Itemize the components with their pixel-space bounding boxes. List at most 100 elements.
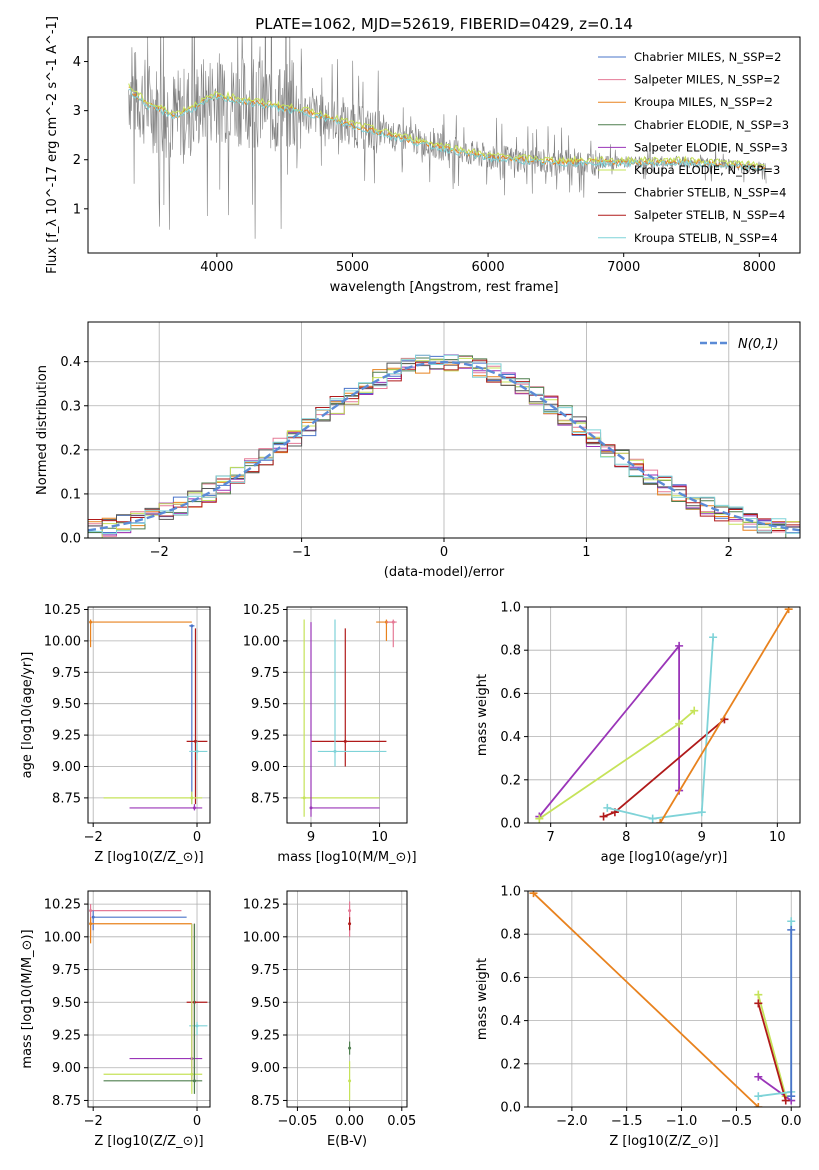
y-tick-label: 10.00 bbox=[243, 930, 280, 945]
age_vs_Z-plot-area bbox=[88, 607, 210, 823]
weight_vs_Z-plot-area bbox=[528, 891, 800, 1107]
data-point bbox=[754, 1092, 763, 1101]
data-point bbox=[192, 806, 196, 810]
age-vs-mass-panel: 9 10 8.75 9.00 9.25 9.50 9.75 10.00 10.25 mass [l… bbox=[243, 603, 417, 865]
x-axis-label: Z [log10(Z/Z_⊙)] bbox=[609, 1134, 718, 1149]
y-tick-label: 9.50 bbox=[251, 996, 280, 1011]
data-point bbox=[754, 1072, 763, 1081]
legend-entry: N(0,1) bbox=[738, 337, 779, 352]
data-point bbox=[603, 803, 612, 812]
data-point bbox=[529, 891, 538, 898]
data-point bbox=[348, 909, 352, 913]
y-tick-label: 0.1 bbox=[60, 487, 81, 502]
data-point bbox=[675, 641, 684, 650]
data-point bbox=[343, 739, 347, 743]
x-tick-label: 0 bbox=[440, 545, 448, 560]
x-axis-label: E(B-V) bbox=[327, 1134, 367, 1149]
x-tick-label: 8000 bbox=[743, 260, 776, 275]
weight_vs_Z-axes-frame bbox=[527, 890, 801, 1108]
x-tick-label: 9 bbox=[698, 830, 706, 845]
y-tick-label: 9.75 bbox=[251, 666, 280, 681]
data-point bbox=[195, 1024, 199, 1028]
legend-entry: Chabrier STELIB, N_SSP=4 bbox=[634, 186, 786, 200]
y-tick-label: 0.4 bbox=[60, 355, 81, 370]
mass_vs_EBV-axes-frame bbox=[286, 890, 408, 1108]
legend-entry: Kroupa ELODIE, N_SSP=3 bbox=[634, 163, 780, 177]
y-tick-label: 1.0 bbox=[500, 885, 521, 900]
x-tick-label: 0 bbox=[193, 830, 201, 845]
data-point bbox=[190, 1072, 194, 1076]
x-axis-label: Z [log10(Z/Z_⊙)] bbox=[94, 850, 203, 865]
x-tick-label: 9 bbox=[307, 830, 315, 845]
x-tick-label: 7 bbox=[547, 830, 555, 845]
y-tick-label: 9.25 bbox=[251, 1029, 280, 1044]
data-point bbox=[91, 915, 95, 919]
data-point bbox=[599, 812, 608, 821]
data-point bbox=[754, 990, 763, 999]
y-tick-label: 0.2 bbox=[60, 443, 81, 458]
y-tick-label: 9.75 bbox=[52, 963, 81, 978]
y-tick-label: 3 bbox=[73, 104, 81, 119]
y-tick-label: 9.25 bbox=[52, 729, 81, 744]
mass_vs_Z-axes-frame bbox=[87, 890, 211, 1108]
y-tick-label: 0.4 bbox=[500, 730, 521, 745]
x-tick-label: −1.5 bbox=[611, 1114, 643, 1129]
legend-entry: Kroupa STELIB, N_SSP=4 bbox=[634, 231, 778, 245]
weight-vs-Z-panel: −2.0 −1.5 −1.0 −0.5 0.0 0.0 0.2 0.4 0.6 0.8 1.0 Z [… bbox=[475, 885, 802, 1150]
data-point bbox=[697, 808, 706, 817]
age_vs_Z-axes-frame bbox=[87, 606, 211, 824]
y-tick-label: 8.75 bbox=[251, 1094, 280, 1109]
weight_vs_age-axes-frame bbox=[527, 606, 801, 824]
y-tick-label: 0.3 bbox=[60, 399, 81, 414]
spectrum-plot-area bbox=[128, 37, 767, 239]
mass-vs-Z-panel: −2 0 8.75 9.00 9.25 9.50 9.75 10.00 10.25 Z [log1… bbox=[20, 890, 211, 1149]
x-tick-label: 0 bbox=[193, 1114, 201, 1129]
y-tick-label: 9.25 bbox=[52, 1029, 81, 1044]
x-axis-label: (data-model)/error bbox=[384, 565, 505, 580]
model-spectrum-line bbox=[128, 88, 766, 172]
y-tick-label: 10.00 bbox=[243, 634, 280, 649]
data-point bbox=[709, 633, 718, 642]
x-tick-label: −1.0 bbox=[666, 1114, 698, 1129]
x-tick-label: −0.05 bbox=[278, 1114, 318, 1129]
data-point bbox=[787, 1092, 796, 1101]
x-axis-label: Z [log10(Z/Z_⊙)] bbox=[94, 1134, 203, 1149]
weight-line bbox=[532, 892, 759, 1107]
y-tick-label: 9.00 bbox=[52, 1061, 81, 1076]
x-tick-label: −1 bbox=[292, 545, 311, 560]
y-axis-label: Flux [f_λ 10^-17 erg cm^-2 s^-1 A^-1] bbox=[45, 16, 60, 274]
legend-entry: Kroupa MILES, N_SSP=2 bbox=[634, 95, 773, 109]
weight-line bbox=[758, 921, 793, 1098]
residual-histogram-line bbox=[88, 359, 800, 531]
x-axis-label: wavelength [Angstrom, rest frame] bbox=[330, 280, 559, 295]
age-vs-Z-panel: −2 0 8.75 9.00 9.25 9.50 9.75 10.00 10.25 Z [log1… bbox=[20, 603, 211, 865]
data-point bbox=[648, 814, 657, 823]
normal-curve-line bbox=[88, 360, 800, 532]
data-point bbox=[192, 1079, 196, 1083]
weight-vs-age-panel: 7 8 9 10 0.0 0.2 0.4 0.6 0.8 1.0 age [log10(age/yr… bbox=[475, 601, 801, 865]
y-tick-label: 0.8 bbox=[500, 928, 521, 943]
residuals-plot-area bbox=[88, 322, 800, 538]
y-tick-label: 8.75 bbox=[52, 1094, 81, 1109]
data-point bbox=[195, 749, 199, 753]
y-tick-label: 9.50 bbox=[251, 697, 280, 712]
y-tick-label: 0.4 bbox=[500, 1014, 521, 1029]
data-point bbox=[656, 819, 665, 823]
data-point bbox=[309, 806, 313, 810]
y-tick-label: 1.0 bbox=[500, 601, 521, 616]
mass_vs_EBV-plot-area bbox=[287, 891, 407, 1107]
x-tick-label: 4000 bbox=[200, 260, 233, 275]
data-point bbox=[675, 719, 684, 728]
y-tick-label: 0.6 bbox=[500, 971, 521, 986]
x-tick-label: 2 bbox=[725, 545, 733, 560]
data-point bbox=[690, 706, 699, 715]
weight_vs_age-plot-area bbox=[528, 607, 800, 823]
x-tick-label: 0.05 bbox=[387, 1114, 416, 1129]
x-tick-label: 7000 bbox=[607, 260, 640, 275]
data-point bbox=[190, 796, 194, 800]
x-tick-label: 10 bbox=[769, 830, 786, 845]
y-tick-label: 10.25 bbox=[243, 603, 280, 618]
data-point bbox=[348, 1046, 352, 1050]
legend-entry: Chabrier ELODIE, N_SSP=3 bbox=[634, 118, 789, 132]
y-tick-label: 9.00 bbox=[251, 760, 280, 775]
